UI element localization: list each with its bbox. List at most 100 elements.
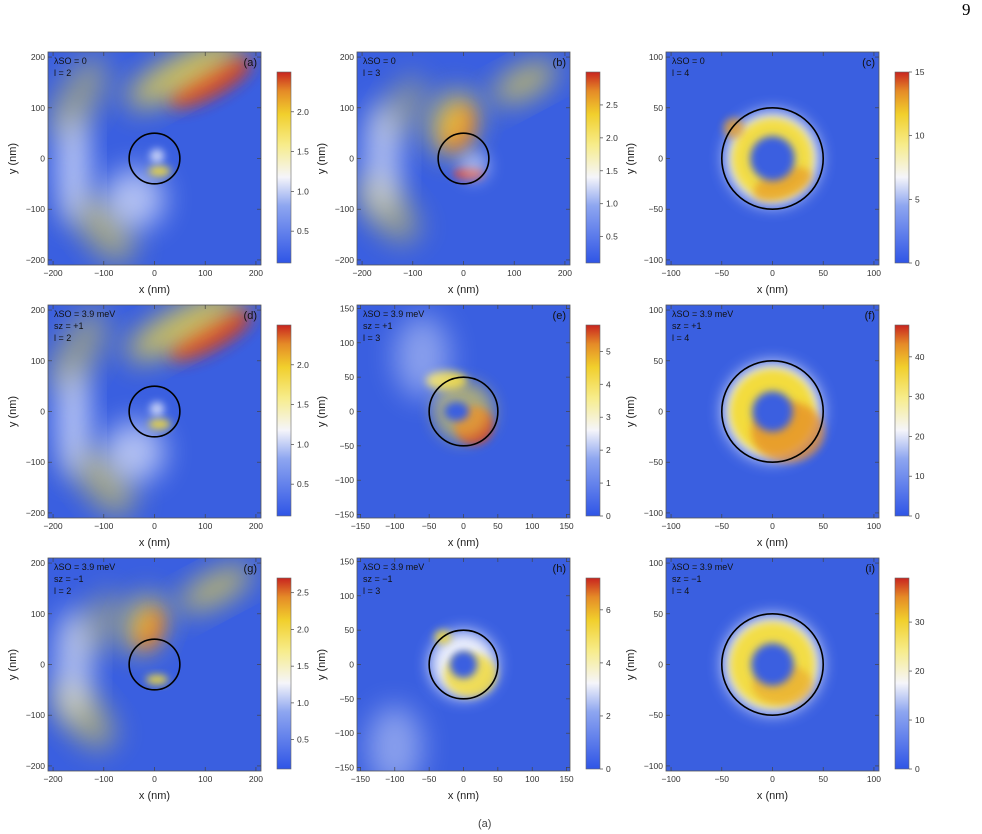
panel-annotation: l = 2 — [54, 68, 71, 78]
colorbar-tick-label: 2.0 — [297, 107, 309, 117]
y-tick-label: −200 — [26, 761, 45, 771]
panel-annotation: sz = −1 — [54, 574, 84, 584]
y-tick-label: −100 — [644, 255, 663, 265]
dot-boundary-circle — [720, 612, 825, 717]
x-tick-label: 100 — [507, 268, 521, 278]
panel-g: −200 −100 0 100 200 −200 −100 0 100 200 x (nm) y (n… — [7, 557, 309, 802]
y-tick-label: −100 — [644, 761, 663, 771]
colorbar — [894, 71, 910, 264]
panel-annotation: λSO = 3.9 meV — [54, 309, 115, 319]
panel-annotation: sz = −1 — [672, 574, 702, 584]
heatmap-blob — [73, 448, 135, 517]
y-tick-label: 50 — [654, 103, 664, 113]
x-tick-label: −100 — [385, 521, 404, 531]
y-tick-label: 0 — [349, 154, 354, 164]
colorbar-tick-label: 30 — [915, 392, 925, 402]
heatmap-blob — [58, 365, 89, 478]
x-tick-label: −150 — [351, 521, 370, 531]
heatmap-blob — [178, 565, 252, 612]
caption-mark: (a) — [478, 818, 492, 830]
y-tick-label: −200 — [26, 255, 45, 265]
y-tick-label: 200 — [31, 52, 45, 62]
colorbar-tick-label: 1.5 — [297, 147, 309, 157]
panel-annotation: λSO = 3.9 meV — [672, 562, 733, 572]
x-tick-label: 150 — [559, 774, 573, 784]
colorbar-tick-label: 4 — [606, 658, 611, 668]
panel-d: −200 −100 0 100 200 −200 −100 0 100 200 x (nm) y (n… — [7, 304, 309, 549]
colorbar-tick-label: 3 — [606, 412, 611, 422]
colorbar-tick-label: 40 — [915, 352, 925, 362]
y-tick-label: −100 — [335, 728, 354, 738]
dot-boundary-circle — [128, 132, 181, 185]
page-number: 9 — [962, 0, 971, 19]
panel-e: −150 −100 −50 0 50 100 150−150−100−50050100150… — [316, 303, 611, 549]
x-tick-label: 0 — [461, 521, 466, 531]
y-axis-label: y (nm) — [625, 143, 637, 174]
panel-h: −150 −100 −50 0 50 100 150 −150 −100 −50 0 50 100 150… — [316, 556, 611, 802]
y-axis-label: y (nm) — [316, 143, 328, 174]
colorbar-tick-label: 2 — [606, 711, 611, 721]
y-tick-label: −50 — [340, 441, 355, 451]
x-tick-label: 200 — [558, 268, 572, 278]
panel-annotation: λSO = 0 — [363, 56, 396, 66]
colorbar-tick-label: 15 — [915, 67, 925, 77]
x-tick-label: −50 — [422, 774, 437, 784]
y-axis-label: y (nm) — [316, 396, 328, 427]
y-tick-label: 50 — [345, 372, 355, 382]
x-tick-label: 0 — [152, 521, 157, 531]
heatmap-blob — [149, 148, 165, 164]
x-axis-label: x (nm) — [139, 537, 170, 549]
heatmap-field — [357, 52, 570, 265]
y-axis-label: y (nm) — [7, 143, 19, 174]
colorbar-tick-label: 2 — [606, 445, 611, 455]
y-tick-label: −150 — [335, 763, 354, 773]
panel-annotation: l = 2 — [54, 586, 71, 596]
y-tick-label: 100 — [340, 591, 354, 601]
x-tick-label: −200 — [43, 774, 62, 784]
colorbar-tick-label: 0.5 — [297, 479, 309, 489]
heatmap-blob — [492, 61, 557, 104]
colorbar-tick-label: 20 — [915, 666, 925, 676]
y-tick-label: 0 — [40, 407, 45, 417]
colorbar-tick-label: 10 — [915, 131, 925, 141]
y-tick-label: 100 — [649, 52, 663, 62]
dot-boundary-circle — [437, 132, 490, 185]
colorbar-tick-label: 2.0 — [606, 133, 618, 143]
y-tick-label: 100 — [649, 558, 663, 568]
x-axis-label: x (nm) — [139, 790, 170, 802]
dot-boundary-circle — [428, 629, 499, 700]
heatmap-blob — [752, 391, 793, 432]
colorbar-tick-label: 1.0 — [297, 439, 309, 449]
colorbar-tick-label: 5 — [915, 194, 920, 204]
x-tick-label: −50 — [715, 268, 730, 278]
panel-annotation: sz = +1 — [672, 321, 702, 331]
y-tick-label: −200 — [335, 255, 354, 265]
heatmap-field — [666, 305, 879, 518]
x-tick-label: 100 — [198, 774, 212, 784]
heatmap-blob — [145, 674, 169, 685]
x-tick-label: 50 — [818, 521, 828, 531]
y-tick-label: 0 — [349, 407, 354, 417]
x-tick-label: −100 — [94, 268, 113, 278]
heatmap-blob — [126, 52, 244, 107]
colorbar-tick-label: 2.0 — [297, 360, 309, 370]
x-tick-label: −100 — [94, 521, 113, 531]
panel-annotation: l = 3 — [363, 586, 380, 596]
x-tick-label: 200 — [249, 774, 263, 784]
heatmap-blob — [751, 643, 794, 686]
x-tick-label: 0 — [461, 774, 466, 784]
colorbar — [894, 324, 910, 517]
colorbar-tick-label: 5 — [606, 346, 611, 356]
x-tick-label: 0 — [770, 268, 775, 278]
y-axis-label: y (nm) — [625, 396, 637, 427]
heatmap-blob — [148, 419, 171, 430]
heatmap-blob — [103, 168, 165, 230]
colorbar-tick-label: 1.5 — [297, 400, 309, 410]
panel-label: (h) — [553, 563, 566, 575]
colorbar — [276, 577, 292, 770]
x-tick-label: 0 — [152, 268, 157, 278]
dot-boundary-circle — [428, 376, 499, 447]
